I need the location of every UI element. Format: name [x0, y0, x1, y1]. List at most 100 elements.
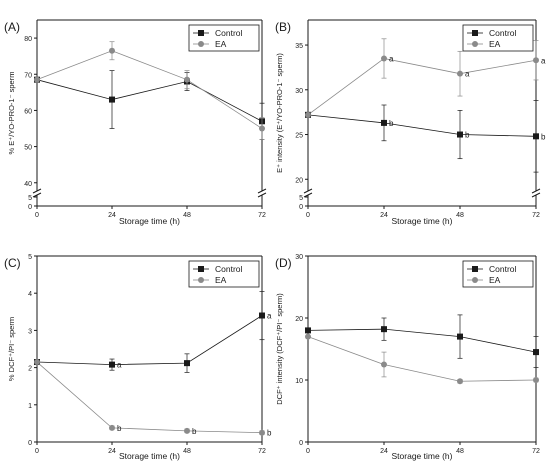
control-significance-letter: a [117, 361, 122, 370]
ea-data-point [184, 427, 190, 434]
y-tick-label: 60 [24, 108, 32, 115]
panel-a: (A) 0 5 40 50 60 70 80 0 24 48 72 Storage time (h) % … [4, 19, 267, 226]
control-data-point [259, 312, 265, 319]
y-tick-label: 20 [295, 316, 303, 323]
x-tick-label: 48 [183, 212, 191, 219]
x-tick-label: 48 [183, 448, 191, 455]
y-tick-label: 10 [295, 378, 303, 385]
y-axis-label: % E⁺/YO-PRO-1⁻ sperm [7, 72, 16, 155]
y-tick-label: 30 [295, 88, 303, 95]
x-tick-label: 72 [532, 212, 540, 219]
legend-ea-label: EA [215, 275, 227, 285]
y-tick-label: 25 [295, 133, 303, 140]
y-tick-label: 80 [24, 36, 32, 43]
y-tick-label: 2 [28, 366, 32, 373]
x-tick-label: 72 [258, 212, 266, 219]
panel-label: (A) [4, 20, 20, 34]
control-data-point [109, 96, 115, 103]
ea-data-point [184, 76, 190, 83]
y-tick-label: 5 [299, 195, 303, 202]
ea-series-line [307, 58, 537, 116]
axis-break-mark [303, 192, 313, 198]
ea-significance-letter: a [389, 54, 394, 63]
ea-significance-letter: b [117, 424, 122, 433]
control-data-point [457, 333, 463, 340]
panel-b: (B) 0 5 20 25 30 35 0 24 48 72 Storage time (h) E⁺ i… [275, 19, 546, 226]
y-tick-label: 70 [24, 72, 32, 79]
legend-control-marker [198, 266, 204, 272]
panel-label: (B) [275, 20, 291, 34]
ea-series-line [36, 50, 263, 129]
axis-break-mark [32, 188, 42, 194]
legend-control-label: Control [215, 264, 243, 274]
legend-control-marker [472, 30, 478, 36]
control-series-line [36, 315, 263, 366]
x-tick-label: 72 [258, 448, 266, 455]
ea-series-line [307, 336, 537, 382]
legend-ea-label: EA [215, 39, 227, 49]
control-data-point [381, 326, 387, 333]
ea-data-point [381, 55, 387, 62]
y-tick-label: 0 [299, 204, 303, 211]
x-tick-label: 72 [532, 448, 540, 455]
control-significance-letter: a [267, 312, 272, 321]
axis-break-mark-right [257, 188, 267, 194]
x-tick-label: 24 [380, 448, 388, 455]
control-data-point [381, 119, 387, 126]
control-data-point [533, 133, 539, 140]
ea-data-point [109, 424, 115, 431]
x-tick-label: 0 [306, 448, 310, 455]
legend-control-marker [198, 30, 204, 36]
axis-break-mark-right [257, 192, 267, 198]
control-significance-letter: b [389, 119, 394, 128]
ea-series-line [36, 361, 263, 434]
legend-ea-marker [472, 277, 478, 283]
y-tick-label: 5 [28, 254, 32, 261]
ea-data-point [259, 125, 265, 132]
legend-ea-label: EA [489, 39, 501, 49]
control-significance-letter: b [465, 131, 470, 140]
y-tick-label: 3 [28, 328, 32, 335]
ea-data-point [34, 76, 40, 83]
control-series-line [307, 328, 537, 353]
y-tick-label: 35 [295, 43, 303, 50]
panel-label: (D) [275, 256, 292, 270]
y-tick-label: 50 [24, 145, 32, 152]
y-tick-label: 0 [28, 440, 32, 447]
ea-data-point [457, 378, 463, 385]
panel-d: (D) 0 10 20 30 0 24 48 72 Storage time (h) DCF⁺ in… [275, 254, 540, 461]
y-tick-label: 20 [295, 177, 303, 184]
x-axis-label: Storage time (h) [392, 451, 453, 461]
ea-data-point [533, 377, 539, 383]
x-axis-label: Storage time (h) [119, 216, 180, 226]
control-data-point [305, 327, 311, 334]
legend-ea-label: EA [489, 275, 501, 285]
legend-control-label: Control [489, 264, 517, 274]
x-tick-label: 24 [380, 212, 388, 219]
y-tick-label: 0 [299, 440, 303, 447]
control-series-line [307, 114, 537, 137]
ea-data-point [305, 333, 311, 340]
control-data-point [457, 131, 463, 138]
control-significance-letter: b [541, 132, 546, 141]
x-axis-label: Storage time (h) [392, 216, 453, 226]
ea-data-point [34, 359, 40, 366]
legend-control-marker [472, 266, 478, 272]
axis-break-mark-right [531, 188, 541, 194]
x-tick-label: 48 [456, 212, 464, 219]
legend-control-label: Control [489, 28, 517, 38]
x-tick-label: 48 [456, 448, 464, 455]
x-tick-label: 0 [35, 448, 39, 455]
ea-data-point [533, 57, 539, 64]
ea-significance-letter: b [192, 427, 197, 436]
ea-data-point [259, 429, 265, 436]
legend-ea-marker [472, 41, 478, 47]
control-data-point [533, 349, 539, 356]
y-tick-label: 0 [28, 204, 32, 211]
ea-data-point [381, 361, 387, 368]
legend-control-label: Control [215, 28, 243, 38]
y-tick-label: 5 [28, 195, 32, 202]
